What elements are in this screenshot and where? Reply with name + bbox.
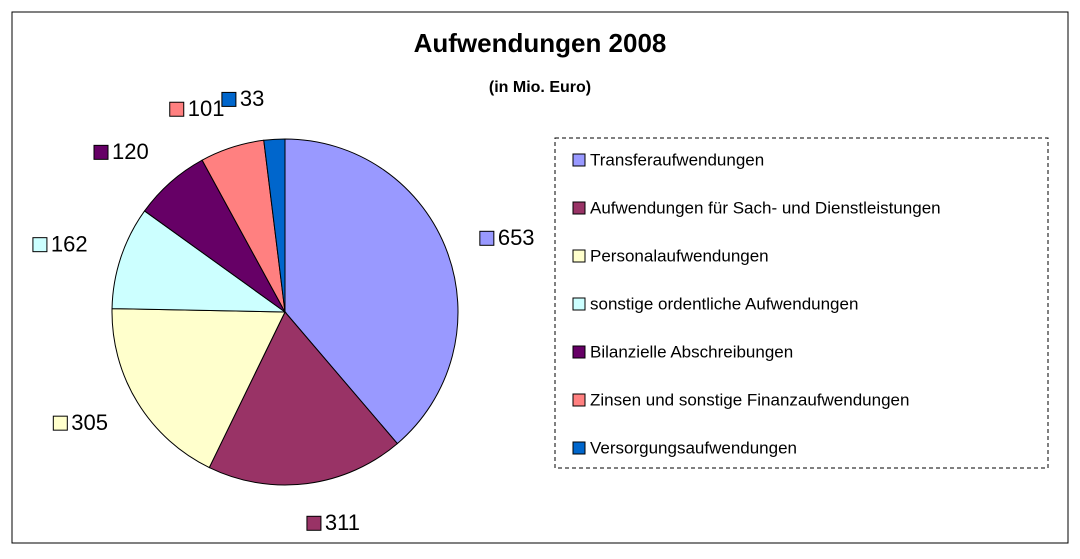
- legend-label: Transferaufwendungen: [590, 150, 764, 169]
- legend-label: sonstige ordentliche Aufwendungen: [590, 294, 858, 313]
- label-swatch: [93, 144, 109, 160]
- legend-label: Versorgungsaufwendungen: [590, 438, 797, 457]
- label-swatch: [479, 230, 495, 246]
- legend-label: Personalaufwendungen: [590, 246, 769, 265]
- legend-swatch: [572, 441, 586, 455]
- chart-title: Aufwendungen 2008: [414, 28, 667, 58]
- data-label: 120: [112, 139, 149, 164]
- label-swatch: [306, 515, 322, 531]
- pie-slice: [284, 138, 459, 445]
- pie-slice: [111, 210, 287, 313]
- legend-label: Bilanzielle Abschreibungen: [590, 342, 793, 361]
- pie-slice: [263, 138, 286, 313]
- legend-swatch: [572, 297, 586, 311]
- label-swatch: [221, 91, 237, 107]
- legend-swatch: [572, 345, 586, 359]
- data-label: 653: [498, 225, 535, 250]
- data-label: 101: [188, 96, 225, 121]
- data-label: 311: [325, 510, 360, 535]
- label-swatch: [169, 101, 185, 117]
- legend-swatch: [572, 153, 586, 167]
- legend-label: Zinsen und sonstige Finanzaufwendungen: [590, 390, 909, 409]
- label-swatch: [32, 237, 48, 253]
- label-swatch: [52, 415, 68, 431]
- data-label: 305: [71, 410, 108, 435]
- chart-subtitle: (in Mio. Euro): [489, 79, 591, 96]
- data-label: 33: [240, 86, 264, 111]
- legend-box: [554, 137, 1049, 469]
- pie-slice: [208, 311, 399, 486]
- legend-swatch: [572, 249, 586, 263]
- pie-slice: [111, 308, 286, 469]
- data-label: 162: [51, 231, 88, 256]
- legend-swatch: [572, 201, 586, 215]
- legend-label: Aufwendungen für Sach- und Dienstleistun…: [590, 198, 941, 217]
- legend-swatch: [572, 393, 586, 407]
